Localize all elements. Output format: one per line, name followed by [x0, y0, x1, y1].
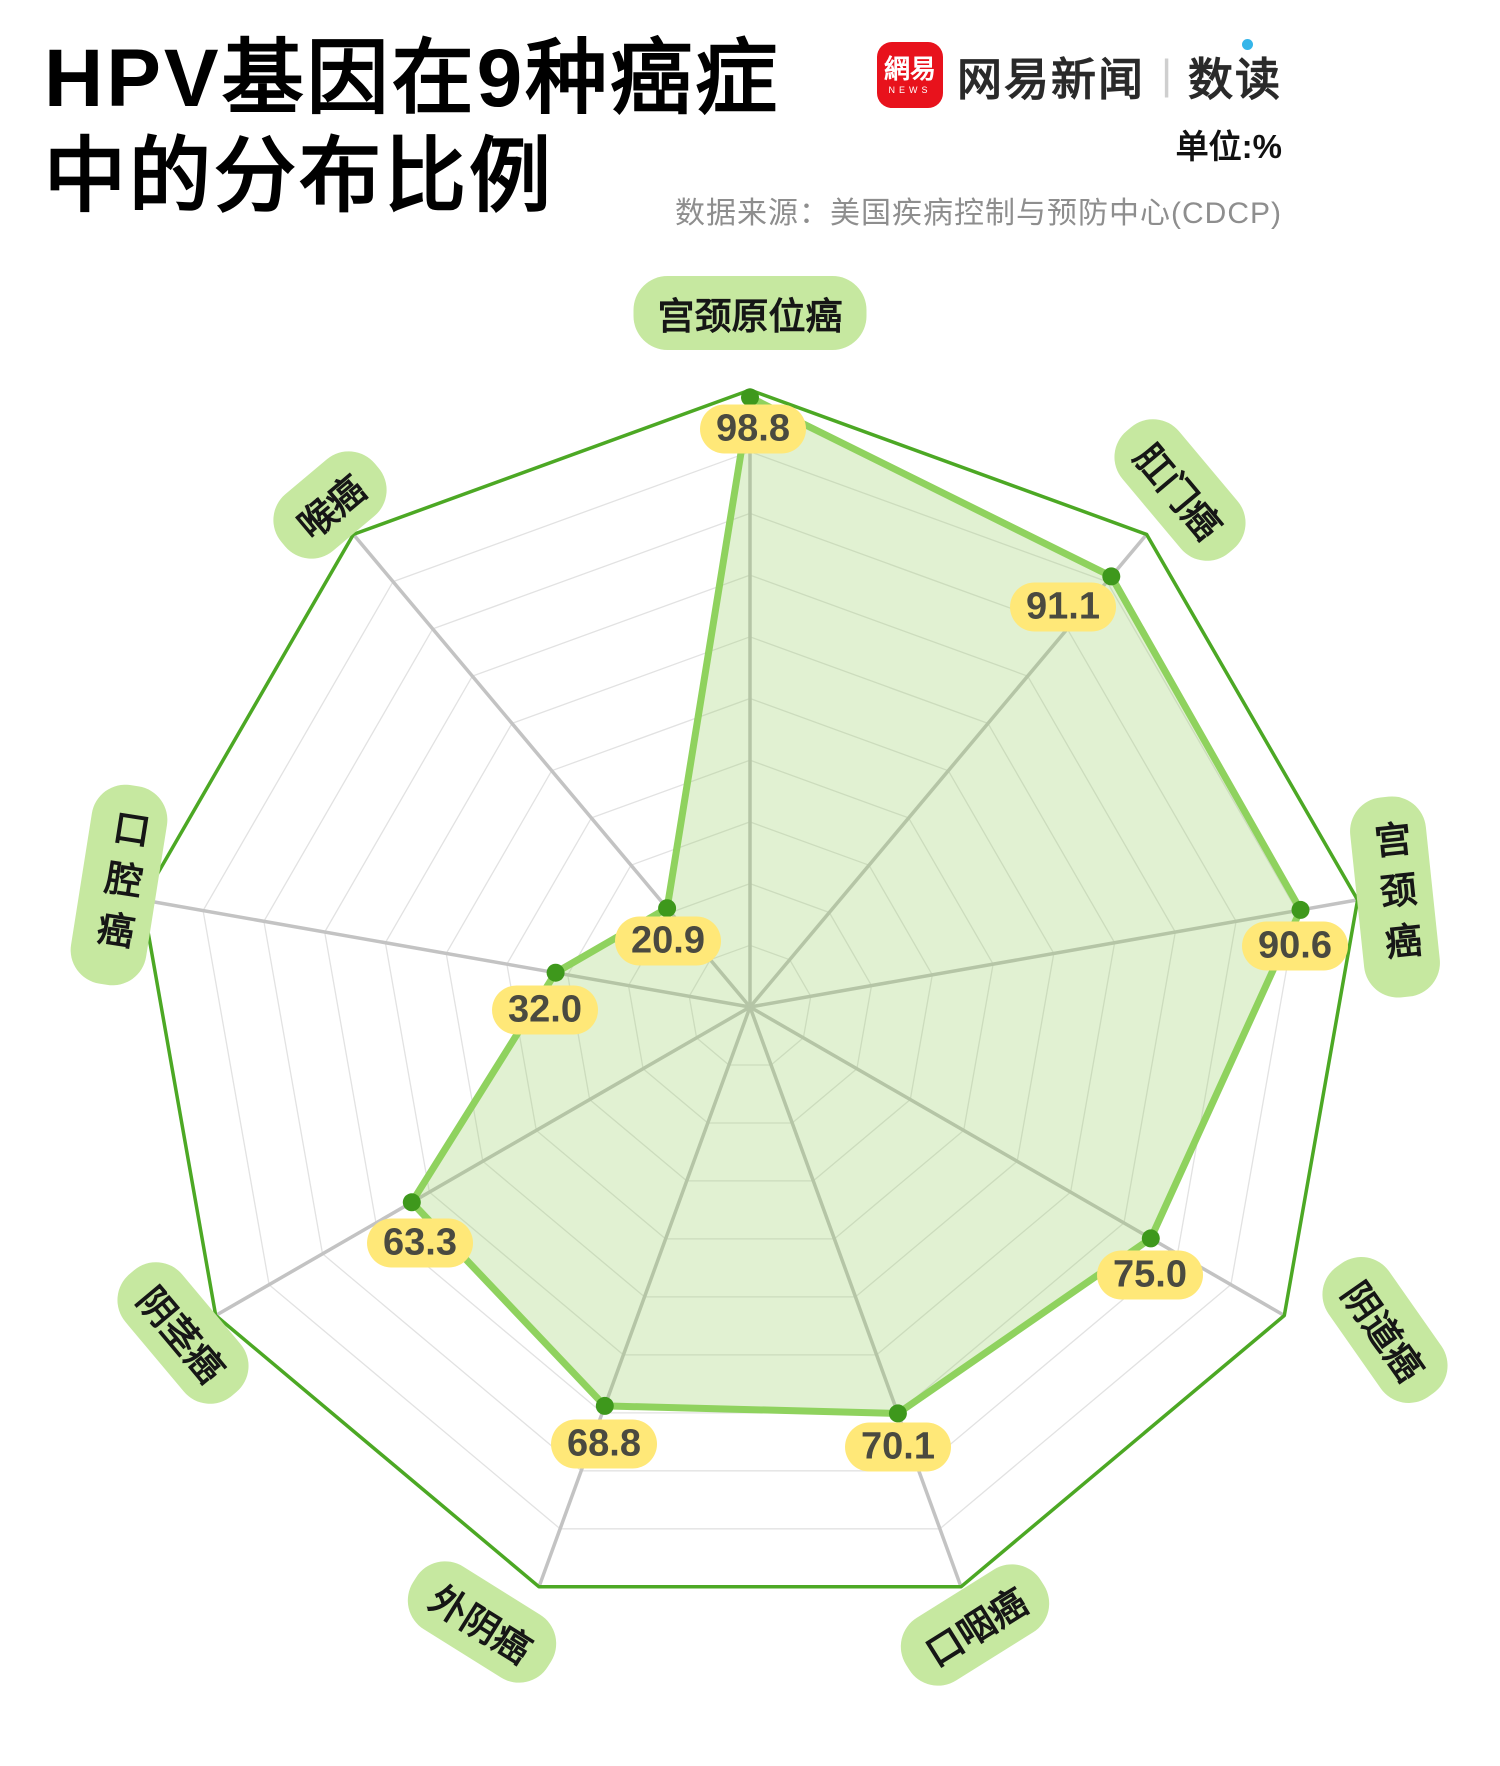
brand-dot-icon: [1241, 38, 1253, 50]
unit-label: 单位:%: [1175, 128, 1282, 165]
title-line-1: HPV基因在9种癌症: [44, 33, 781, 124]
title-line-2: 中的分布比例: [44, 131, 555, 223]
radar-data-point: [595, 1396, 614, 1415]
radar-data-point: [1102, 567, 1121, 586]
radar-spoke: [749, 898, 1358, 1009]
netease-logo-icon: 網易 NEWS: [877, 42, 944, 108]
radar-spoke: [142, 898, 751, 1009]
radar-grid-ring: [688, 944, 812, 1066]
brand-sub-name: 数读: [1187, 53, 1282, 105]
radar-grid-ring: [567, 821, 933, 1182]
radar-grid-ring: [445, 697, 1055, 1298]
page-title: HPV基因在9种癌症 中的分布比例: [44, 30, 780, 227]
radar-data-point: [658, 899, 677, 918]
logo-en-text: NEWS: [888, 84, 932, 95]
radar-data-point: [546, 963, 565, 982]
brand-divider: |: [1161, 51, 1172, 98]
radar-data-point: [402, 1193, 421, 1212]
radar-data-point: [1141, 1229, 1160, 1248]
brand-block: 網易 NEWS 网易新闻 | 数读: [877, 38, 1282, 108]
radar-grid-ring: [384, 636, 1116, 1356]
radar-grid-ring: [506, 759, 994, 1240]
radar-data-point: [1291, 900, 1310, 919]
radar-outer-ring: [140, 388, 1360, 1589]
sub-brand-wrap: 数读: [1187, 38, 1282, 108]
radar-grid-ring: [263, 512, 1237, 1472]
radar-data-point: [741, 388, 759, 407]
radar-spoke: [214, 1005, 751, 1318]
logo-cn-text: 網易: [884, 53, 937, 84]
radar-data-point: [888, 1404, 907, 1423]
radar-spoke: [537, 1006, 752, 1588]
source-label: 数据来源：美国疾病控制与预防中心(CDCP): [675, 197, 1282, 230]
radar-data-polygon: [408, 393, 1304, 1417]
radar-spoke: [748, 1006, 963, 1588]
brand-news-name: 网易新闻: [957, 53, 1146, 105]
radar-grid-ring: [202, 451, 1298, 1530]
